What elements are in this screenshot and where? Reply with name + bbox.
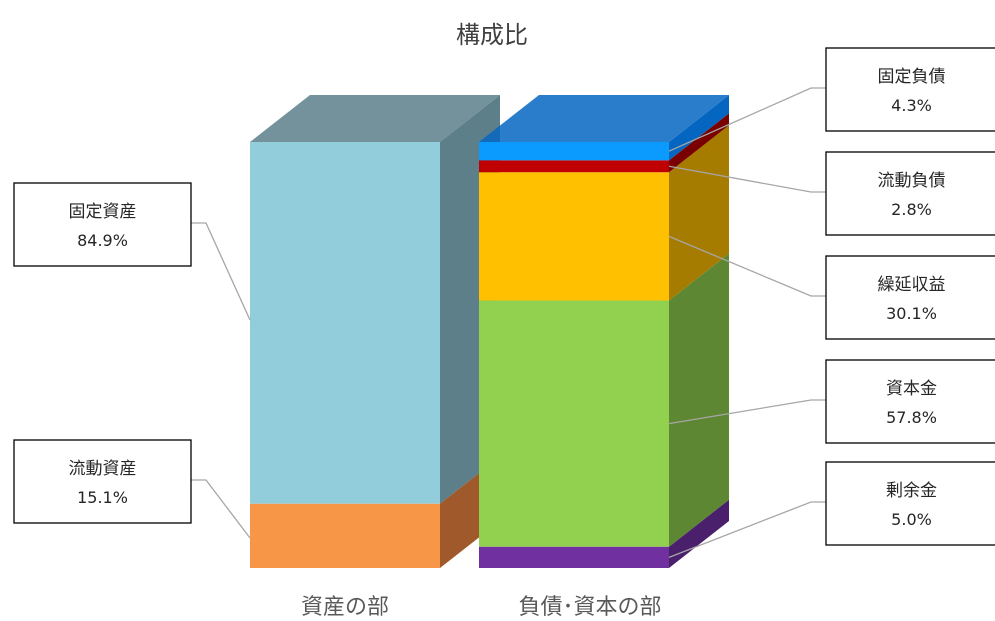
data-label-name-series-3: 資本金	[886, 379, 937, 399]
bar-segment-series-0-front	[250, 503, 440, 568]
data-label-name-series-1: 固定資産	[69, 202, 137, 222]
data-label-box-series-3	[825, 359, 995, 444]
bar-segment-series-3-front	[479, 300, 669, 547]
leader-line-series-2	[668, 501, 826, 558]
data-label-box-series-2	[825, 461, 995, 546]
data-label-box-series-6	[825, 47, 995, 132]
bar-segment-series-4-front	[479, 172, 669, 301]
bar-segment-series-5-side	[669, 113, 729, 173]
bar-segment-series-3-side	[669, 253, 729, 547]
data-label-value-series-2: 5.0%	[891, 510, 932, 529]
data-label-value-series-3: 57.8%	[886, 408, 937, 427]
bar-segment-series-2-front	[479, 546, 669, 568]
leader-line-series-4	[668, 235, 826, 297]
data-label-name-series-6: 固定負債	[878, 67, 946, 87]
chart-title: 構成比	[456, 21, 528, 49]
data-label-value-series-6: 4.3%	[891, 96, 932, 115]
data-label-box-series-0	[13, 439, 192, 524]
data-labels-group: 流動資産 15.1% 固定資産 84.9% 剰余金 5.0% 資本金 57.8% 繰延収益 30.…	[13, 47, 995, 546]
bar-segment-series-5-front	[479, 160, 669, 173]
data-label-box-series-1	[13, 182, 192, 267]
data-label-name-series-0: 流動資産	[69, 459, 137, 479]
data-label-name-series-4: 繰延収益	[878, 275, 946, 295]
leader-lines-group	[191, 87, 826, 558]
data-label-box-series-4	[825, 255, 995, 340]
data-label-value-series-5: 2.8%	[891, 200, 932, 219]
bar-segment-series-6-front	[479, 142, 669, 161]
category-label-1: 負債･資本の部	[518, 595, 661, 620]
bar-top-face-0	[250, 95, 500, 142]
leader-line-series-5	[668, 165, 826, 193]
data-label-name-series-2: 剰余金	[886, 481, 937, 501]
bar-top-face-1	[479, 95, 729, 142]
bars-group	[250, 95, 729, 568]
leader-line-series-6	[668, 87, 826, 152]
data-label-box-series-5	[825, 151, 995, 236]
data-label-value-series-1: 84.9%	[77, 231, 128, 250]
category-label-0: 資産の部	[301, 595, 389, 620]
leader-line-series-0	[191, 479, 251, 539]
bar-segment-series-1-front	[250, 142, 440, 504]
category-labels-group: 資産の部 負債･資本の部	[301, 595, 662, 620]
data-label-name-series-5: 流動負債	[878, 171, 946, 191]
leader-line-series-1	[191, 222, 251, 321]
data-label-value-series-4: 30.1%	[886, 304, 937, 323]
leader-line-series-3	[668, 399, 826, 425]
data-label-value-series-0: 15.1%	[77, 488, 128, 507]
